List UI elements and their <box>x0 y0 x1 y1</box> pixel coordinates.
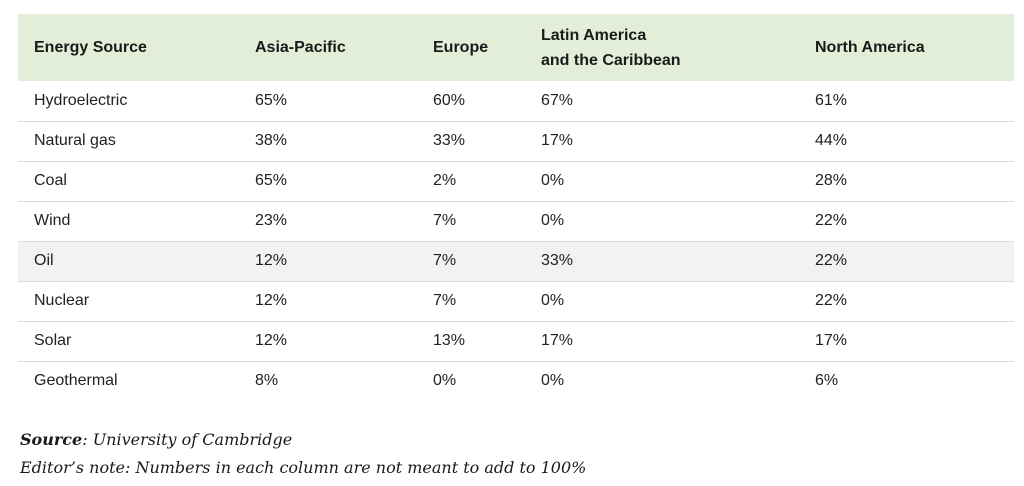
cell-asia-pacific: 12% <box>255 332 288 349</box>
header-latin-america-line2: and the Caribbean <box>541 51 681 69</box>
cell-asia-pacific: 12% <box>255 292 288 309</box>
header-energy-source: Energy Source <box>34 39 147 56</box>
header-latin-america-line1: Latin America <box>541 26 647 44</box>
cell-latin-america: 67% <box>541 91 574 109</box>
cell-europe: 7% <box>433 212 457 229</box>
editor-note: Editor’s note: Numbers in each column ar… <box>20 458 587 477</box>
cell-latin-america: 0% <box>541 172 565 189</box>
cell-europe: 7% <box>433 252 457 269</box>
cell-north-america: 22% <box>815 292 848 309</box>
cell-asia-pacific: 65% <box>255 172 288 189</box>
table-row: Nuclear 12% 7% 0% 22% <box>18 281 1014 321</box>
cell-europe: 7% <box>433 292 457 309</box>
table-row: Geothermal 8% 0% 0% 6% <box>18 361 1014 401</box>
cell-north-america: 6% <box>815 372 839 390</box>
cell-north-america: 22% <box>815 212 848 229</box>
cell-asia-pacific: 23% <box>255 212 288 229</box>
cell-energy-source: Natural gas <box>34 132 116 149</box>
header-europe: Europe <box>433 39 489 56</box>
cell-north-america: 61% <box>815 91 848 109</box>
header-north-america: North America <box>815 39 925 56</box>
cell-latin-america: 0% <box>541 372 565 390</box>
cell-energy-source: Oil <box>34 252 54 269</box>
source-text: : University of Cambridge <box>82 430 293 449</box>
cell-energy-source: Solar <box>34 332 72 349</box>
cell-latin-america: 17% <box>541 332 574 349</box>
source-line: Source: University of Cambridge <box>20 426 586 454</box>
cell-north-america: 22% <box>815 252 848 269</box>
table-row: Solar 12% 13% 17% 17% <box>18 321 1014 361</box>
cell-europe: 33% <box>433 132 466 149</box>
cell-latin-america: 0% <box>541 292 565 309</box>
cell-europe: 2% <box>433 172 457 189</box>
cell-north-america: 17% <box>815 332 848 349</box>
cell-asia-pacific: 65% <box>255 91 288 109</box>
cell-asia-pacific: 8% <box>255 372 279 390</box>
cell-energy-source: Nuclear <box>34 292 90 309</box>
cell-latin-america: 0% <box>541 212 565 229</box>
table-header-row: Energy Source Asia-Pacific Europe Latin … <box>18 14 1014 81</box>
table-row: Natural gas 38% 33% 17% 44% <box>18 121 1014 161</box>
energy-source-table: Energy Source Asia-Pacific Europe Latin … <box>18 14 1014 401</box>
header-asia-pacific: Asia-Pacific <box>255 39 346 56</box>
cell-energy-source: Wind <box>34 212 71 229</box>
cell-latin-america: 17% <box>541 132 574 149</box>
cell-asia-pacific: 12% <box>255 252 288 269</box>
table-row: Coal 65% 2% 0% 28% <box>18 161 1014 201</box>
cell-north-america: 44% <box>815 132 848 149</box>
table-notes: Source: University of Cambridge Editor’s… <box>20 426 586 482</box>
header-latin-america: Latin America and the Caribbean <box>525 14 799 81</box>
cell-energy-source: Geothermal <box>34 372 118 390</box>
source-label: Source <box>20 430 83 449</box>
table-row: Wind 23% 7% 0% 22% <box>18 201 1014 241</box>
energy-table-container: Energy Source Asia-Pacific Europe Latin … <box>18 14 1014 401</box>
cell-europe: 0% <box>433 372 457 390</box>
cell-north-america: 28% <box>815 172 848 189</box>
cell-energy-source: Coal <box>34 172 67 189</box>
cell-asia-pacific: 38% <box>255 132 288 149</box>
table-row: Oil 12% 7% 33% 22% <box>18 241 1014 281</box>
cell-energy-source: Hydroelectric <box>34 91 128 109</box>
table-row: Hydroelectric 65% 60% 67% 61% <box>18 81 1014 121</box>
cell-europe: 13% <box>433 332 466 349</box>
cell-latin-america: 33% <box>541 252 574 269</box>
cell-europe: 60% <box>433 91 466 109</box>
